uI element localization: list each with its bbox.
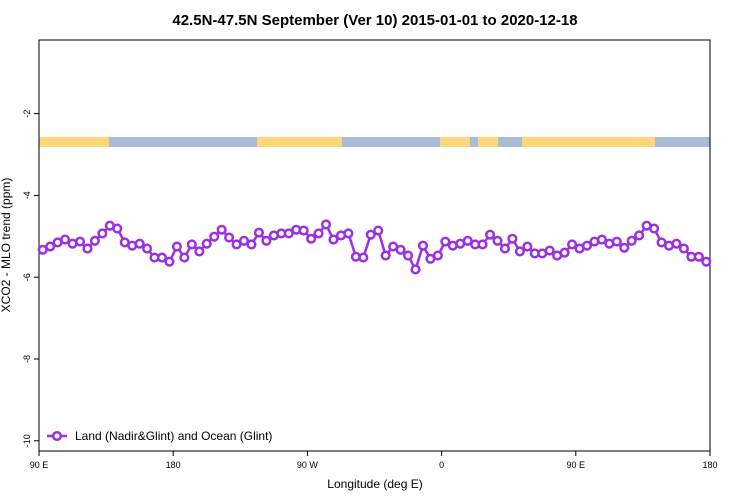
point (671, 238, 682, 249)
point (492, 235, 503, 246)
point (142, 243, 153, 254)
point (365, 229, 376, 240)
point (74, 236, 86, 247)
point (373, 225, 384, 236)
point (440, 236, 451, 247)
point (328, 234, 339, 245)
point (306, 233, 317, 244)
point (171, 241, 182, 252)
point (313, 228, 324, 239)
point (403, 250, 414, 261)
point (238, 235, 250, 246)
point (417, 240, 429, 251)
point (216, 224, 227, 235)
point (522, 241, 533, 252)
point (224, 232, 235, 243)
point (649, 223, 660, 234)
point (544, 245, 555, 256)
point (634, 230, 645, 241)
point (701, 256, 712, 267)
point (380, 250, 391, 261)
point (97, 228, 108, 239)
y-tick-label: -4 (22, 191, 32, 199)
point (477, 239, 488, 250)
point (432, 250, 443, 261)
point (246, 239, 257, 250)
point (60, 234, 71, 245)
point (186, 239, 197, 250)
point (45, 241, 56, 252)
legend-label: Land (Nadir&Glint) and Ocean (Glint) (75, 429, 272, 443)
point (626, 235, 637, 246)
point (485, 229, 496, 240)
point (567, 239, 578, 250)
point (231, 239, 242, 250)
point (499, 243, 511, 254)
point (134, 238, 145, 249)
point (164, 256, 175, 267)
x-tick-label: 90 W (297, 460, 319, 470)
y-axis-label: XCO2 - MLO trend (ppm) (0, 178, 13, 313)
point (320, 219, 332, 230)
point (179, 252, 190, 263)
point (581, 240, 593, 251)
x-tick-label: 180 (702, 460, 717, 470)
point (611, 236, 622, 247)
point (619, 242, 630, 253)
point (693, 251, 704, 262)
legend-marker (51, 430, 63, 442)
point (298, 225, 309, 236)
point (201, 238, 212, 249)
point (283, 228, 294, 239)
y-tick-label: -6 (22, 273, 32, 281)
point (514, 246, 525, 257)
x-axis-label: Longitude (deg E) (327, 477, 422, 491)
point (507, 233, 518, 244)
point (156, 252, 168, 263)
y-tick-label: -10 (22, 434, 32, 447)
point (89, 235, 100, 246)
point (209, 231, 220, 242)
x-tick-label: 0 (439, 460, 444, 470)
point (410, 264, 421, 275)
point (112, 223, 123, 234)
point (343, 228, 354, 239)
point (358, 252, 369, 263)
point (462, 235, 473, 246)
point (559, 247, 570, 258)
point (596, 234, 607, 245)
point (678, 243, 689, 254)
chart-title: 42.5N-47.5N September (Ver 10) 2015-01-0… (172, 12, 577, 29)
y-tick-label: -8 (22, 355, 32, 363)
point (253, 227, 264, 238)
point (82, 243, 93, 254)
x-tick-label: 180 (166, 460, 181, 470)
point (261, 235, 272, 246)
x-tick-label: 90 E (30, 460, 49, 470)
point (395, 244, 406, 255)
point (194, 246, 205, 257)
land-ocean-strip (39, 137, 710, 147)
y-tick-label: -2 (22, 110, 32, 118)
x-tick-label: 90 E (567, 460, 586, 470)
plot-frame (38, 39, 711, 452)
